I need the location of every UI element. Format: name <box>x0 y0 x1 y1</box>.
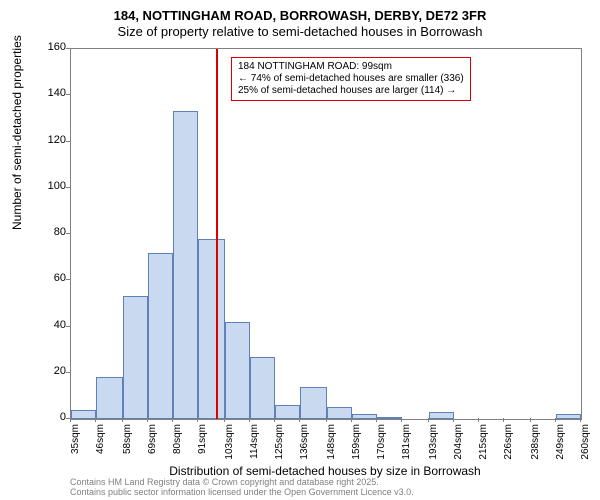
reference-line <box>216 49 218 419</box>
y-tick-label: 40 <box>36 319 66 331</box>
histogram-bar <box>96 377 123 419</box>
x-tick-mark <box>503 418 504 422</box>
histogram-bar <box>556 414 581 419</box>
y-axis-label: Number of semi-detached properties <box>10 35 24 230</box>
histogram-bar <box>148 253 173 420</box>
x-tick-mark <box>95 418 96 422</box>
x-tick-mark <box>147 418 148 422</box>
x-tick-mark <box>224 418 225 422</box>
histogram-bar <box>123 296 148 419</box>
x-tick-mark <box>122 418 123 422</box>
annotation-line3: 25% of semi-detached houses are larger (… <box>238 85 464 97</box>
y-tick-label: 160 <box>36 41 66 53</box>
x-tick-label: 226sqm <box>503 424 514 464</box>
chart-container: 184, NOTTINGHAM ROAD, BORROWASH, DERBY, … <box>0 0 600 500</box>
histogram-bar <box>173 111 198 419</box>
x-tick-label: 46sqm <box>95 424 106 464</box>
histogram-bar <box>71 410 96 419</box>
x-tick-label: 80sqm <box>172 424 183 464</box>
x-tick-mark <box>478 418 479 422</box>
y-tick-mark <box>66 326 70 327</box>
x-tick-label: 238sqm <box>530 424 541 464</box>
histogram-bar <box>225 322 250 419</box>
title-line2: Size of property relative to semi-detach… <box>0 24 600 39</box>
x-tick-mark <box>428 418 429 422</box>
y-tick-mark <box>66 233 70 234</box>
histogram-bar <box>377 417 402 419</box>
y-tick-mark <box>66 372 70 373</box>
x-tick-label: 159sqm <box>351 424 362 464</box>
y-tick-mark <box>66 94 70 95</box>
x-tick-label: 170sqm <box>376 424 387 464</box>
histogram-bar <box>429 412 454 419</box>
x-tick-label: 58sqm <box>122 424 133 464</box>
x-tick-mark <box>274 418 275 422</box>
y-tick-label: 80 <box>36 226 66 238</box>
x-tick-mark <box>530 418 531 422</box>
histogram-bar <box>198 239 225 419</box>
x-axis-label: Distribution of semi-detached houses by … <box>70 464 580 478</box>
y-tick-label: 140 <box>36 87 66 99</box>
y-tick-label: 120 <box>36 134 66 146</box>
histogram-bar <box>250 357 275 419</box>
histogram-bar <box>300 387 327 419</box>
x-tick-mark <box>326 418 327 422</box>
title-line1: 184, NOTTINGHAM ROAD, BORROWASH, DERBY, … <box>0 8 600 23</box>
x-tick-mark <box>172 418 173 422</box>
x-tick-label: 204sqm <box>453 424 464 464</box>
x-tick-mark <box>453 418 454 422</box>
x-tick-label: 114sqm <box>249 424 260 464</box>
x-tick-label: 125sqm <box>274 424 285 464</box>
x-tick-mark <box>555 418 556 422</box>
plot-area: 184 NOTTINGHAM ROAD: 99sqm ← 74% of semi… <box>70 48 582 420</box>
x-tick-mark <box>70 418 71 422</box>
y-tick-label: 0 <box>36 411 66 423</box>
x-tick-label: 91sqm <box>197 424 208 464</box>
x-tick-mark <box>401 418 402 422</box>
y-tick-label: 100 <box>36 180 66 192</box>
histogram-bar <box>352 414 377 419</box>
attribution: Contains HM Land Registry data © Crown c… <box>70 478 414 498</box>
x-tick-label: 103sqm <box>224 424 235 464</box>
y-tick-label: 20 <box>36 365 66 377</box>
x-tick-label: 69sqm <box>147 424 158 464</box>
x-tick-mark <box>197 418 198 422</box>
x-tick-mark <box>351 418 352 422</box>
x-tick-label: 136sqm <box>299 424 310 464</box>
x-tick-mark <box>249 418 250 422</box>
x-tick-mark <box>376 418 377 422</box>
x-tick-label: 260sqm <box>580 424 591 464</box>
x-tick-label: 193sqm <box>428 424 439 464</box>
y-tick-mark <box>66 187 70 188</box>
attribution-line2: Contains public sector information licen… <box>70 488 414 498</box>
x-tick-mark <box>580 418 581 422</box>
y-tick-mark <box>66 48 70 49</box>
y-tick-mark <box>66 141 70 142</box>
annotation-line1: 184 NOTTINGHAM ROAD: 99sqm <box>238 61 464 73</box>
x-tick-label: 215sqm <box>478 424 489 464</box>
x-tick-label: 35sqm <box>70 424 81 464</box>
annotation-line2: ← 74% of semi-detached houses are smalle… <box>238 73 464 85</box>
y-tick-label: 60 <box>36 272 66 284</box>
x-tick-label: 181sqm <box>401 424 412 464</box>
histogram-bar <box>327 407 352 419</box>
annotation-box: 184 NOTTINGHAM ROAD: 99sqm ← 74% of semi… <box>231 57 471 101</box>
y-tick-mark <box>66 279 70 280</box>
x-tick-mark <box>299 418 300 422</box>
x-tick-label: 249sqm <box>555 424 566 464</box>
x-tick-label: 148sqm <box>326 424 337 464</box>
histogram-bar <box>275 405 300 419</box>
